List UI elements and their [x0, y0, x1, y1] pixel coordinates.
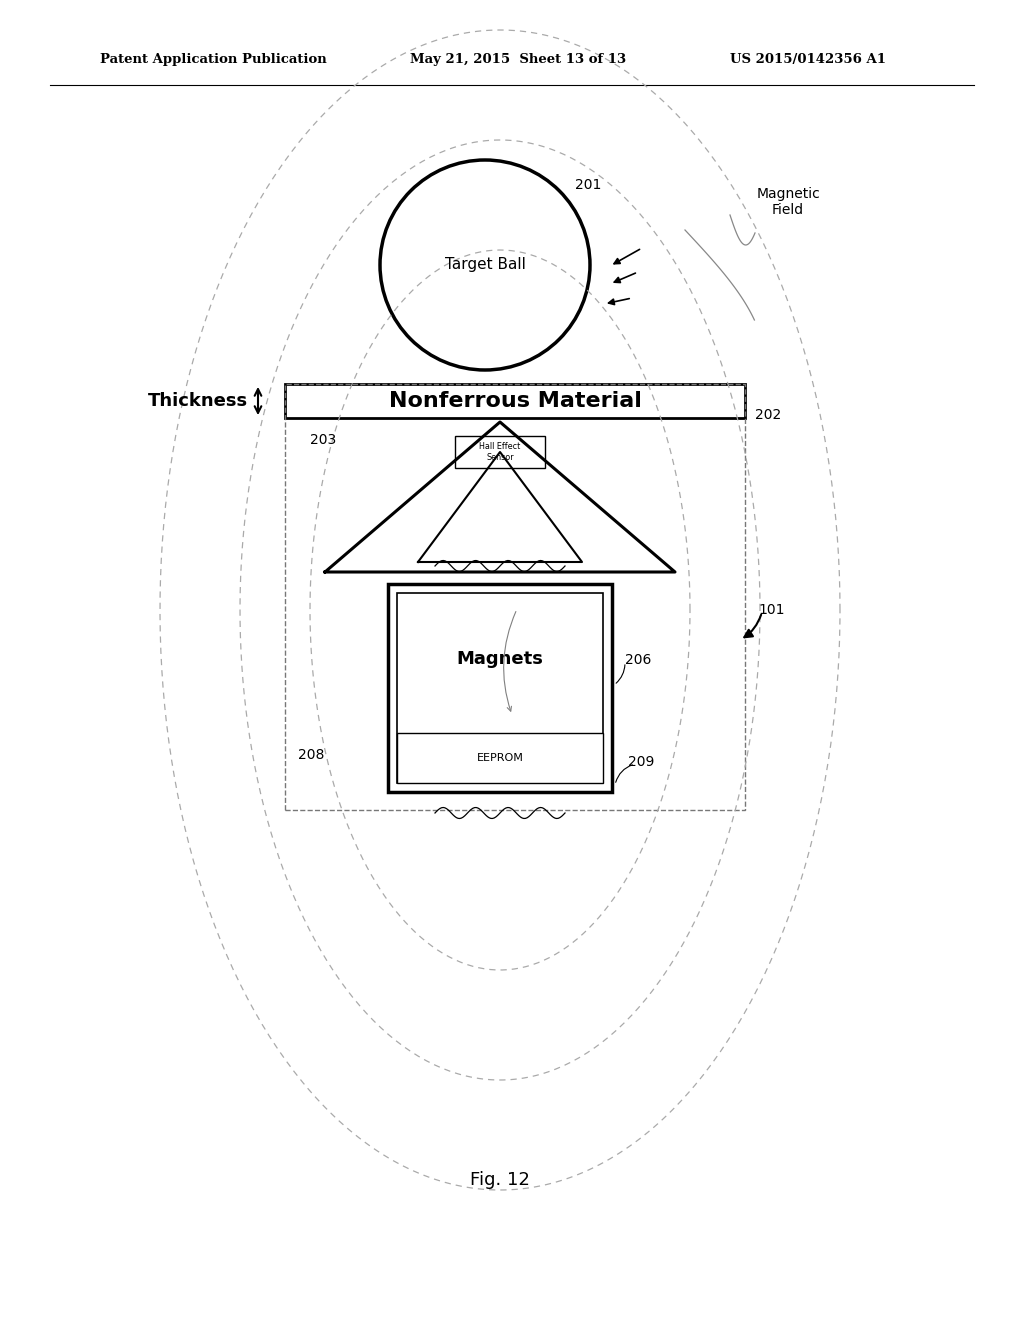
- Text: US 2015/0142356 A1: US 2015/0142356 A1: [730, 54, 886, 66]
- Text: Thickness: Thickness: [147, 392, 248, 411]
- Bar: [455, 436, 545, 469]
- Text: Nonferrous Material: Nonferrous Material: [388, 391, 641, 411]
- Text: Patent Application Publication: Patent Application Publication: [100, 54, 327, 66]
- Text: Magnetic
Field: Magnetic Field: [756, 187, 820, 216]
- Bar: [397, 593, 603, 783]
- Bar: [285, 384, 745, 810]
- Text: Hall Effect
Sensor: Hall Effect Sensor: [479, 442, 520, 462]
- Text: EEPROM: EEPROM: [476, 752, 523, 763]
- Text: 208: 208: [298, 748, 325, 762]
- Text: Target Ball: Target Ball: [444, 257, 525, 272]
- Text: 201: 201: [575, 178, 601, 191]
- Text: Fig. 12: Fig. 12: [470, 1171, 530, 1189]
- Text: May 21, 2015  Sheet 13 of 13: May 21, 2015 Sheet 13 of 13: [410, 54, 626, 66]
- Bar: [285, 384, 745, 418]
- Text: Magnets: Magnets: [457, 649, 544, 668]
- Text: 209: 209: [628, 755, 654, 770]
- Text: 206: 206: [625, 653, 651, 667]
- Bar: [397, 733, 603, 783]
- Text: 101: 101: [758, 603, 784, 616]
- Bar: [388, 583, 612, 792]
- Text: 202: 202: [755, 408, 781, 422]
- Text: 203: 203: [310, 433, 336, 447]
